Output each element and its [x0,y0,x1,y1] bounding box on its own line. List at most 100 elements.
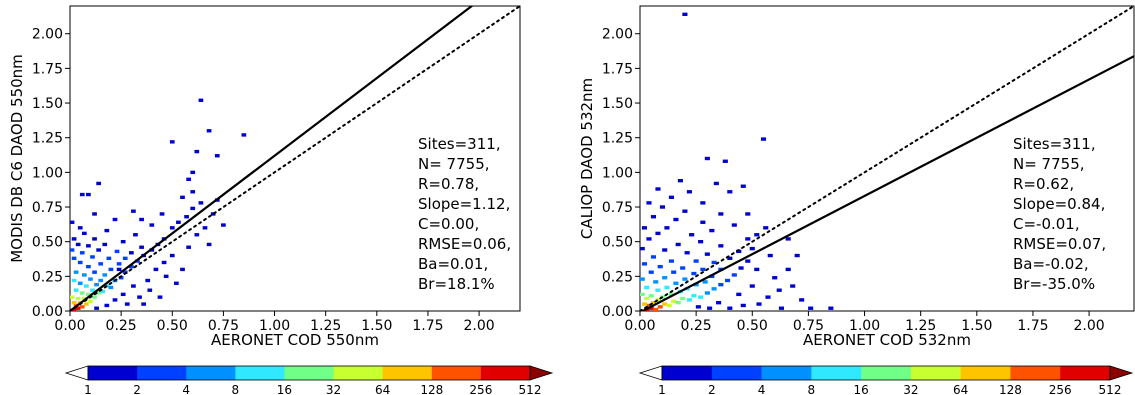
density-cell [738,266,744,270]
density-cell [799,298,805,302]
colorbar-label: 16 [277,383,292,395]
density-cell [75,306,81,310]
x-tick-label: 2.00 [464,318,495,334]
density-cell [79,251,85,255]
density-cell [680,266,686,270]
density-cell [114,249,120,254]
x-tick-label: 0.50 [157,318,188,334]
density-cell [100,289,106,294]
density-cell [106,256,112,261]
stat-sites: Sites=311, [418,135,501,153]
density-cell [655,288,661,292]
density-cell [648,270,654,274]
x-ticks: 0.00 0.25 0.50 0.75 1.00 1.25 1.50 1.75 2.00 [624,311,1105,334]
density-cell [707,306,713,310]
density-cell [73,270,79,274]
colorbar-segment [235,366,285,380]
density-cell [668,195,674,200]
density-cell [673,281,679,285]
density-cell [96,291,101,295]
x-tick-label: 1.25 [905,318,936,334]
density-cell [711,260,717,265]
density-cell [84,302,89,306]
density-cell [88,299,93,303]
density-cell [686,190,692,194]
colorbar-label: 128 [420,383,443,395]
density-cell [70,295,75,299]
stat-r: R=0.78, [418,175,479,193]
density-cell [641,262,648,266]
stat-r: R=0.62, [1013,175,1074,193]
density-cell [81,296,87,301]
density-cell [184,215,189,219]
colorbar-segment [431,366,482,380]
regression-line [70,6,474,311]
stat-sites: Sites=311, [1013,135,1096,153]
density-cell [77,226,83,230]
density-cell [711,287,717,291]
stat-slope: Slope=0.84, [1013,195,1105,213]
density-cell [689,233,695,237]
colorbar-label: 512 [1099,383,1122,395]
density-cell [131,209,136,213]
colorbar-extend-high [1109,365,1134,381]
density-cell [736,292,742,297]
density-cell [120,239,126,244]
density-cell [736,249,742,254]
density-cell [198,201,204,205]
density-cell [650,215,657,219]
density-cell [646,237,652,241]
density-cell [709,228,715,233]
density-cell [700,201,706,205]
density-cell [727,256,733,261]
density-cell [763,226,769,230]
density-cell [145,278,151,283]
density-cell [772,276,778,280]
density-cell [174,281,179,285]
density-cell [77,281,83,285]
density-cell [756,302,762,306]
x-tick-label: 1.25 [310,318,341,334]
density-cell [731,273,737,277]
density-cell [693,259,699,263]
colorbar-label: 512 [519,383,542,395]
density-cell [190,206,196,211]
density-cell [778,306,785,310]
y-axis-label: MODIS DB C6 DAOD 550nm [8,54,26,263]
density-cell [90,255,95,259]
density-cell [644,285,650,290]
x-tick-label: 1.00 [259,318,290,334]
density-cell [88,277,93,281]
density-cell [98,278,104,283]
density-cell [640,277,645,281]
colorbar: 1 2 4 8 16 32 64 128 256 512 [64,365,554,395]
density-cell [695,305,701,309]
stat-ba: Ba=0.01, [418,255,488,273]
density-cell [116,262,122,266]
density-cell [700,267,706,272]
y-tick-label: 1.00 [602,165,633,181]
colorbar-segment [186,366,236,380]
y-tick-label: 1.25 [602,131,633,147]
density-cell [668,259,674,263]
density-cell [206,129,212,133]
density-cell [718,282,724,287]
density-cell [655,187,661,191]
density-cell [159,212,165,216]
stat-n: N= 7755, [1013,155,1085,173]
colorbar-label: 64 [375,383,390,395]
density-cell [96,181,101,186]
x-tick-label: 0.75 [793,318,824,334]
stat-c: C=-0.01, [1013,215,1080,233]
colorbar-label: 16 [853,383,868,395]
density-cell [682,12,688,17]
density-cell [713,181,719,186]
density-cell [86,244,91,248]
density-cell [84,284,89,288]
density-cell [77,260,83,265]
density-cell [86,264,91,269]
y-tick-label: 0.00 [602,304,633,320]
density-cell [139,245,144,249]
density-cell [671,299,677,303]
stat-br: Br=18.1% [418,275,495,293]
